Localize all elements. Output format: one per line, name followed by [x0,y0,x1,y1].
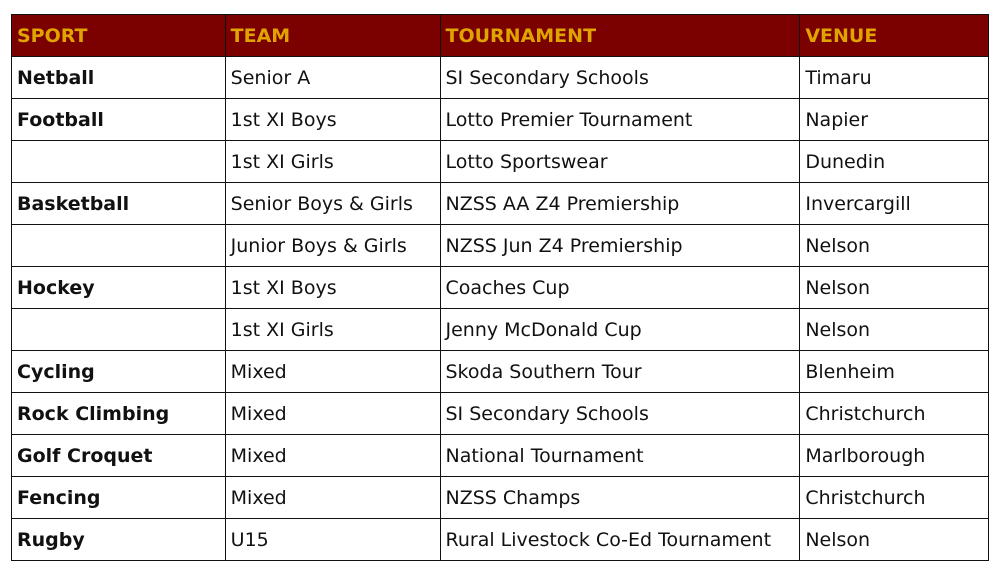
table-row: Basketball Senior Boys & Girls NZSS AA Z4 … [11,182,989,225]
cell-team: Mixed [224,350,441,393]
cell-tournament: SI Secondary Schools [439,392,801,435]
table-row: 1st XI Girls Jenny McDonald Cup Nelson [11,308,989,351]
table-row: Football 1st XI Boys Lotto Premier Tournam… [11,98,989,141]
cell-sport: Football [11,98,226,141]
header-sport: SPORT [11,14,226,57]
cell-tournament: SI Secondary Schools [439,56,801,99]
cell-sport [11,140,226,183]
cell-team: Mixed [224,476,441,519]
cell-venue: Christchurch [799,392,989,435]
cell-sport: Cycling [11,350,226,393]
cell-sport: Basketball [11,182,226,225]
cell-team: 1st XI Boys [224,266,441,309]
cell-venue: Timaru [799,56,989,99]
cell-tournament: NZSS Jun Z4 Premiership [439,224,801,267]
table-row: Cycling Mixed Skoda Southern Tour Blenheim [11,350,989,393]
cell-tournament: Jenny McDonald Cup [439,308,801,351]
cell-sport [11,308,226,351]
cell-venue: Christchurch [799,476,989,519]
cell-team: Senior Boys & Girls [224,182,441,225]
cell-tournament: Rural Livestock Co-Ed Tournament [439,518,801,561]
cell-venue: Invercargill [799,182,989,225]
cell-team: Mixed [224,434,441,477]
cell-venue: Dunedin [799,140,989,183]
header-venue: VENUE [799,14,989,57]
cell-venue: Marlborough [799,434,989,477]
table-row: Junior Boys & Girls NZSS Jun Z4 Premiersh… [11,224,989,267]
cell-venue: Napier [799,98,989,141]
cell-tournament: NZSS AA Z4 Premiership [439,182,801,225]
cell-sport: Fencing [11,476,226,519]
cell-sport [11,224,226,267]
cell-team: Junior Boys & Girls [224,224,441,267]
cell-team: 1st XI Girls [224,308,441,351]
header-tournament: TOURNAMENT [439,14,801,57]
cell-venue: Nelson [799,518,989,561]
cell-sport: Rugby [11,518,226,561]
table-row: Netball Senior A SI Secondary Schools Timar… [11,56,989,99]
cell-venue: Nelson [799,308,989,351]
table-row: Golf Croquet Mixed National Tournament Marl… [11,434,989,477]
cell-sport: Golf Croquet [11,434,226,477]
cell-tournament: Coaches Cup [439,266,801,309]
cell-sport: Rock Climbing [11,392,226,435]
cell-venue: Nelson [799,266,989,309]
sports-table: SPORT TEAM TOURNAMENT VENUE Netball Senio… [11,14,989,561]
cell-tournament: Lotto Premier Tournament [439,98,801,141]
cell-team: U15 [224,518,441,561]
cell-team: 1st XI Girls [224,140,441,183]
cell-team: Mixed [224,392,441,435]
header-team: TEAM [224,14,441,57]
table-row: 1st XI Girls Lotto Sportswear Dunedin [11,140,989,183]
cell-tournament: National Tournament [439,434,801,477]
cell-tournament: Lotto Sportswear [439,140,801,183]
table-row: Fencing Mixed NZSS Champs Christchurch [11,476,989,519]
cell-sport: Hockey [11,266,226,309]
cell-sport: Netball [11,56,226,99]
cell-tournament: NZSS Champs [439,476,801,519]
cell-venue: Nelson [799,224,989,267]
header-row: SPORT TEAM TOURNAMENT VENUE [11,14,989,57]
cell-team: Senior A [224,56,441,99]
table-row: Rock Climbing Mixed SI Secondary Schools Ch… [11,392,989,435]
table-row: Rugby U15 Rural Livestock Co-Ed Tournament… [11,518,989,561]
cell-tournament: Skoda Southern Tour [439,350,801,393]
table-row: Hockey 1st XI Boys Coaches Cup Nelson [11,266,989,309]
cell-venue: Blenheim [799,350,989,393]
cell-team: 1st XI Boys [224,98,441,141]
